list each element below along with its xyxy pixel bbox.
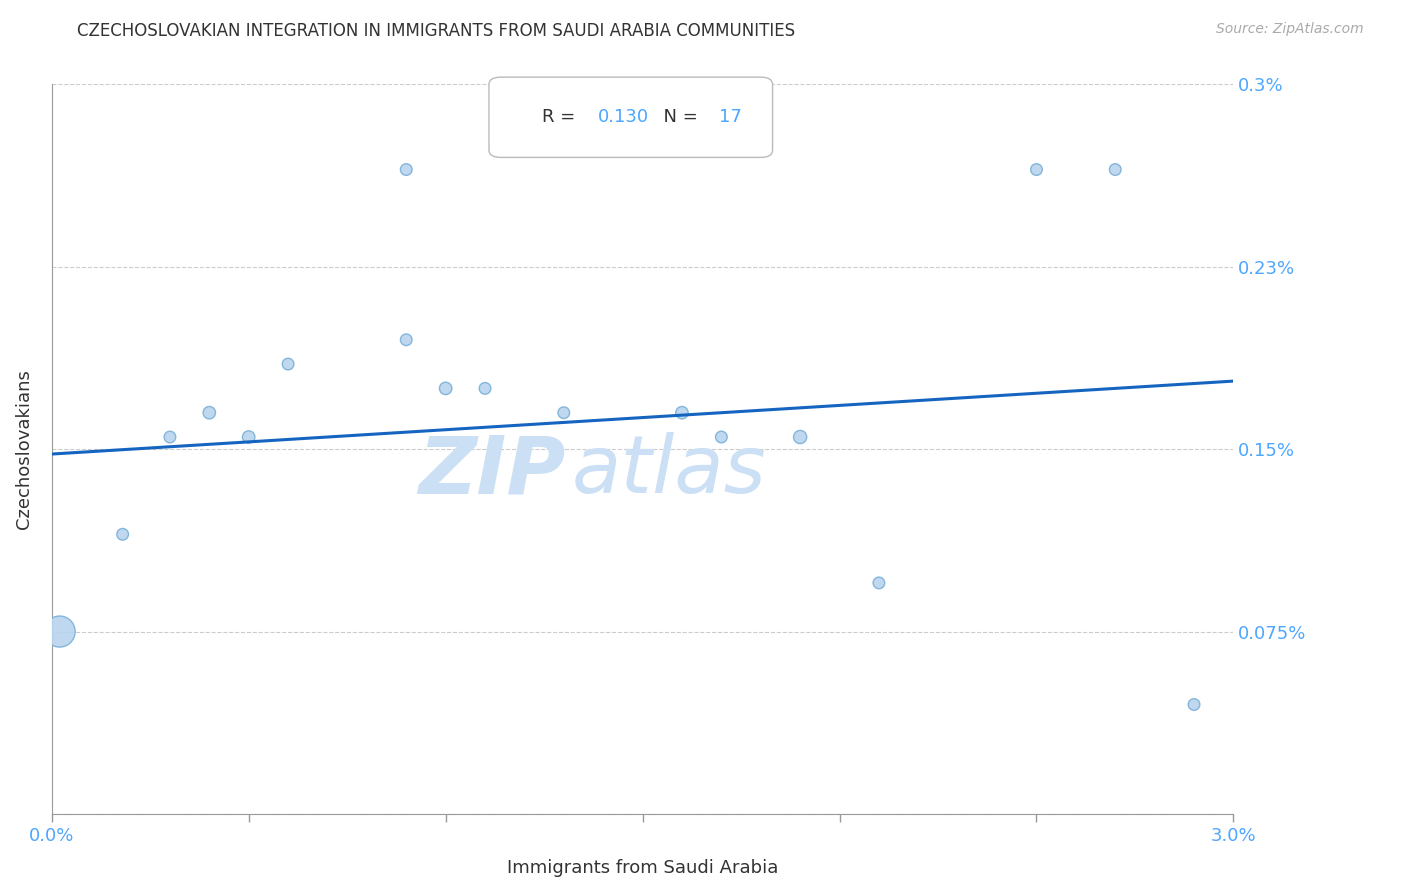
Text: atlas: atlas: [572, 432, 766, 510]
Point: [553, 406, 575, 420]
Point: [277, 357, 299, 371]
Text: 17: 17: [720, 108, 742, 127]
Text: R =: R =: [543, 108, 581, 127]
Text: N =: N =: [652, 108, 703, 127]
Point: [710, 430, 733, 444]
Text: Source: ZipAtlas.com: Source: ZipAtlas.com: [1216, 22, 1364, 37]
Point: [395, 333, 418, 347]
Point: [868, 575, 890, 590]
Point: [198, 406, 221, 420]
Point: [1104, 162, 1126, 177]
Point: [1025, 162, 1047, 177]
Point: [1182, 698, 1205, 712]
Point: [111, 527, 134, 541]
Point: [238, 430, 260, 444]
Point: [395, 162, 418, 177]
Point: [671, 406, 693, 420]
Point: [474, 381, 496, 395]
X-axis label: Immigrants from Saudi Arabia: Immigrants from Saudi Arabia: [508, 859, 779, 877]
Y-axis label: Czechoslovakians: Czechoslovakians: [15, 369, 32, 529]
Point: [789, 430, 811, 444]
Text: ZIP: ZIP: [419, 432, 565, 510]
Text: CZECHOSLOVAKIAN INTEGRATION IN IMMIGRANTS FROM SAUDI ARABIA COMMUNITIES: CZECHOSLOVAKIAN INTEGRATION IN IMMIGRANT…: [77, 22, 796, 40]
Point: [434, 381, 457, 395]
Point: [48, 624, 70, 639]
Point: [159, 430, 181, 444]
Text: 0.130: 0.130: [598, 108, 648, 127]
FancyBboxPatch shape: [489, 77, 772, 157]
